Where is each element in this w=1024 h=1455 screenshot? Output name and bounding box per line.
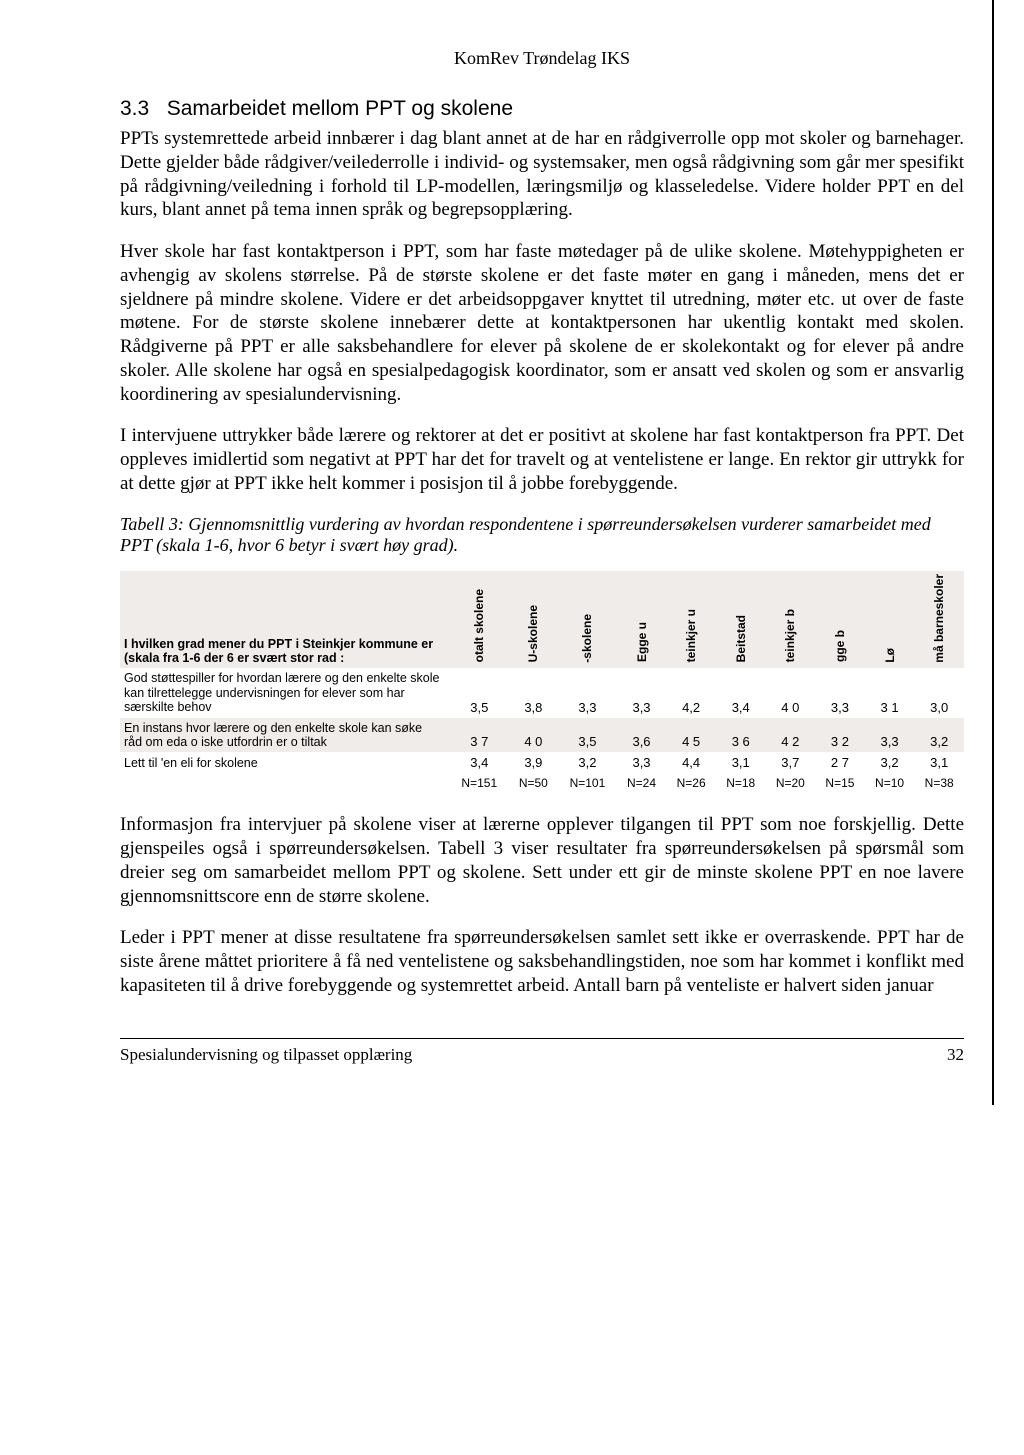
- document-header: KomRev Trøndelag IKS: [120, 48, 964, 69]
- cell: 3,1: [716, 752, 766, 773]
- cell: 3,3: [558, 668, 617, 717]
- table-body: God støttespiller for hvordan lærere og …: [120, 668, 964, 793]
- data-table: I hvilken grad mener du PPT i Steinkjer …: [120, 571, 964, 794]
- n-cell: N=151: [450, 773, 509, 793]
- cell: 3,8: [509, 668, 559, 717]
- cell: 3,4: [450, 752, 509, 773]
- cell: 3,3: [815, 668, 865, 717]
- cell: 3 1: [865, 668, 915, 717]
- cell: 3,7: [766, 752, 816, 773]
- cell: 3,2: [865, 752, 915, 773]
- cell: 3,4: [716, 668, 766, 717]
- cell: 4 5: [666, 718, 716, 753]
- cell: 3,3: [865, 718, 915, 753]
- footer-text: Spesialundervisning og tilpasset opplæri…: [120, 1045, 412, 1065]
- row-label: Lett til 'en eli for skolene: [120, 752, 450, 773]
- section-title-text: Samarbeidet mellom PPT og skolene: [167, 97, 513, 120]
- n-cell: N=26: [666, 773, 716, 793]
- col-4: teinkjer u: [666, 571, 716, 669]
- n-cell: N=10: [865, 773, 915, 793]
- n-cell: N=15: [815, 773, 865, 793]
- n-cell: N=20: [766, 773, 816, 793]
- col-0: otalt skolene: [450, 571, 509, 669]
- row-label: God støttespiller for hvordan lærere og …: [120, 668, 450, 717]
- cell: 2 7: [815, 752, 865, 773]
- cell: 4 0: [509, 718, 559, 753]
- table-caption: Tabell 3: Gjennomsnittlig vurdering av h…: [120, 514, 964, 557]
- paragraph-5: Leder i PPT mener at disse resultatene f…: [120, 926, 964, 997]
- cell: 3,3: [617, 668, 667, 717]
- paragraph-4: Informasjon fra intervjuer på skolene vi…: [120, 813, 964, 908]
- col-7: gge b: [815, 571, 865, 669]
- n-row-spacer: [120, 773, 450, 793]
- col-5: Beitstad: [716, 571, 766, 669]
- table-row: Lett til 'en eli for skolene3,43,93,23,3…: [120, 752, 964, 773]
- cell: 3,5: [558, 718, 617, 753]
- table-row: God støttespiller for hvordan lærere og …: [120, 668, 964, 717]
- cell: 3 6: [716, 718, 766, 753]
- cell: 4 2: [766, 718, 816, 753]
- cell: 3,0: [914, 668, 964, 717]
- col-1: U-skolene: [509, 571, 559, 669]
- paragraph-3: I intervjuene uttrykker både lærere og r…: [120, 424, 964, 495]
- col-9: må barneskoler: [914, 571, 964, 669]
- cell: 4,2: [666, 668, 716, 717]
- cell: 3,9: [509, 752, 559, 773]
- col-6: teinkjer b: [766, 571, 816, 669]
- cell: 3 7: [450, 718, 509, 753]
- col-3: Egge u: [617, 571, 667, 669]
- cell: 4 0: [766, 668, 816, 717]
- cell: 3,1: [914, 752, 964, 773]
- section-heading: 3.3 Samarbeidet mellom PPT og skolene: [120, 97, 964, 121]
- n-cell: N=38: [914, 773, 964, 793]
- page-border-right: [992, 0, 994, 1105]
- page-footer: Spesialundervisning og tilpasset opplæri…: [120, 1038, 964, 1065]
- col-8: Lø: [865, 571, 915, 669]
- cell: 3,2: [558, 752, 617, 773]
- n-cell: N=101: [558, 773, 617, 793]
- paragraph-1: PPTs systemrettede arbeid innbærer i dag…: [120, 127, 964, 222]
- paragraph-2: Hver skole har fast kontaktperson i PPT,…: [120, 240, 964, 406]
- table-row: En instans hvor lærere og den enkelte sk…: [120, 718, 964, 753]
- cell: 3,5: [450, 668, 509, 717]
- cell: 3,2: [914, 718, 964, 753]
- cell: 3,6: [617, 718, 667, 753]
- section-number: 3.3: [120, 97, 149, 120]
- row-label: En instans hvor lærere og den enkelte sk…: [120, 718, 450, 753]
- page-number: 32: [947, 1045, 964, 1065]
- n-row: N=151N=50N=101N=24N=26N=18N=20N=15N=10N=…: [120, 773, 964, 793]
- col-2: -skolene: [558, 571, 617, 669]
- cell: 3,3: [617, 752, 667, 773]
- n-cell: N=24: [617, 773, 667, 793]
- table-header-label: I hvilken grad mener du PPT i Steinkjer …: [120, 571, 450, 669]
- cell: 3 2: [815, 718, 865, 753]
- n-cell: N=50: [509, 773, 559, 793]
- cell: 4,4: [666, 752, 716, 773]
- n-cell: N=18: [716, 773, 766, 793]
- table-header-row: I hvilken grad mener du PPT i Steinkjer …: [120, 571, 964, 669]
